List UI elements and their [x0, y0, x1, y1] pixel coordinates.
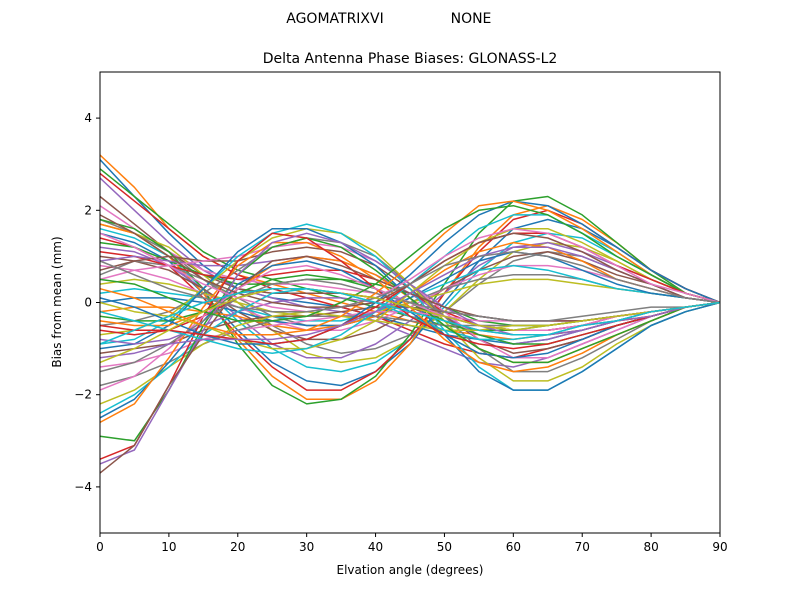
x-tick-label: 10 [161, 540, 176, 554]
x-tick-label: 0 [96, 540, 104, 554]
x-tick-label: 30 [299, 540, 314, 554]
x-axis-ticks: 0 10 20 30 40 50 60 70 80 90 [96, 533, 728, 554]
series-line-52 [99, 200, 721, 336]
chart-title: Delta Antenna Phase Biases: GLONASS-L2 [263, 51, 558, 67]
series-line-53 [99, 204, 721, 322]
series-line-48 [99, 278, 721, 373]
x-tick-label: 50 [437, 540, 452, 554]
y-tick-label: 2 [84, 203, 92, 217]
y-tick-label: −2 [74, 388, 92, 402]
x-axis-label: Elvation angle (degrees) [337, 563, 484, 577]
y-tick-label: 0 [84, 296, 92, 310]
x-tick-label: 70 [575, 540, 590, 554]
series-line-57 [99, 227, 721, 313]
suptitle-left: AGOMATRIXVI [286, 11, 383, 27]
x-tick-label: 90 [712, 540, 727, 554]
series-line-31 [99, 227, 721, 391]
x-tick-label: 40 [368, 540, 383, 554]
x-tick-label: 20 [230, 540, 245, 554]
y-tick-label: −4 [74, 480, 92, 494]
suptitle-right: NONE [451, 11, 492, 27]
series-layer [99, 154, 721, 474]
series-line-59 [99, 287, 721, 364]
x-tick-label: 80 [643, 540, 658, 554]
x-tick-label: 60 [506, 540, 521, 554]
y-axis-label: Bias from mean (mm) [50, 236, 64, 367]
series-line-58 [99, 251, 721, 313]
y-tick-label: 4 [84, 111, 92, 125]
y-axis-ticks: −4 −2 0 2 4 [74, 111, 100, 494]
series-line-60 [99, 287, 721, 345]
